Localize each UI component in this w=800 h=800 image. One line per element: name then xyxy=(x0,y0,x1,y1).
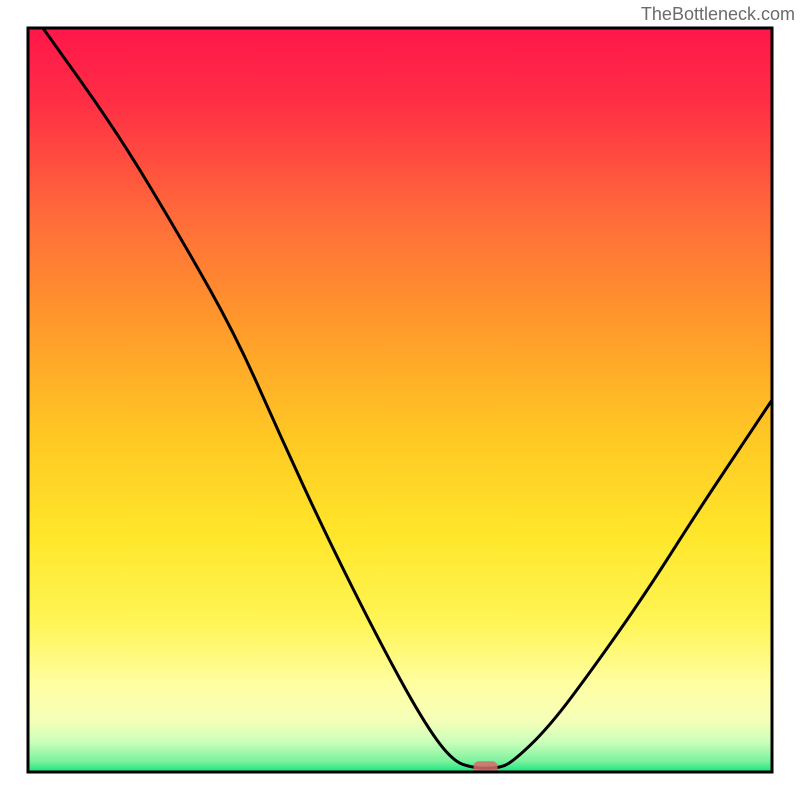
bottleneck-chart: TheBottleneck.com xyxy=(0,0,800,800)
gradient-background xyxy=(28,28,772,772)
attribution-text: TheBottleneck.com xyxy=(641,4,795,24)
